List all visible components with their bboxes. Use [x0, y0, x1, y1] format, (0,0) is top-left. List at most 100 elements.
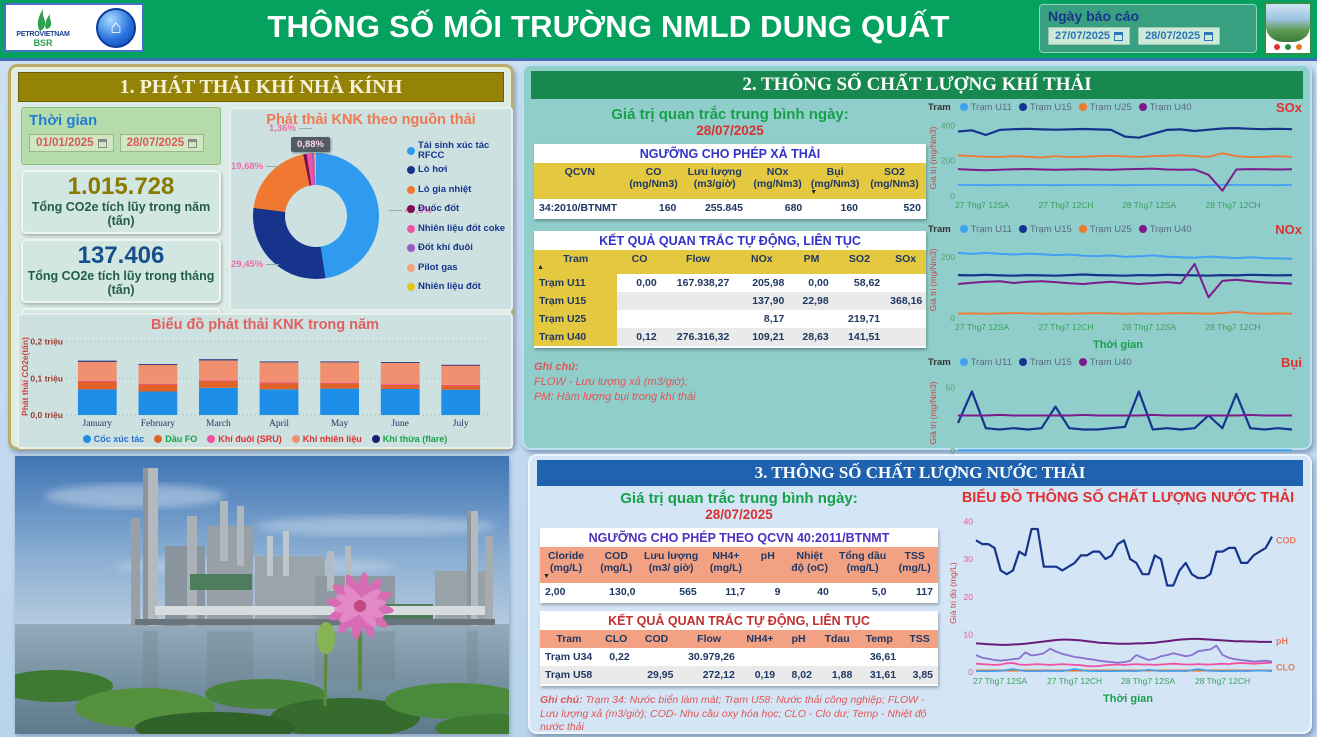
legend-item[interactable]: Lò gia nhiệt — [407, 180, 511, 200]
column-header[interactable]: CO (mg/Nm3) — [625, 163, 682, 199]
sort-icon: ▲ — [537, 264, 544, 271]
column-header[interactable]: COD (mg/L) — [592, 547, 641, 583]
legend-item[interactable]: Pilot gas — [407, 258, 511, 278]
svg-text:27 Thg7 12SA: 27 Thg7 12SA — [973, 676, 1028, 686]
panel-air-quality: 2. THÔNG SỐ CHẤT LƯỢNG KHÍ THẢI Giá trị … — [522, 64, 1312, 465]
chart-legend: Tram Trạm U11 Trạm U15 Trạm U25 Trạm U40 NOx — [928, 221, 1308, 237]
home-button[interactable]: ⌂ — [96, 7, 136, 48]
chart-title: NOx — [1275, 221, 1302, 237]
column-header[interactable]: QCVN — [534, 163, 626, 199]
column-header[interactable]: Bụi (mg/Nm3) ▼ — [807, 163, 864, 199]
table-title: NGƯỠNG CHO PHÉP THEO QCVN 40:2011/BTNMT — [588, 531, 890, 545]
refinery-structures — [131, 468, 495, 626]
report-date-to[interactable]: 28/07/2025 — [1138, 27, 1221, 45]
table-row: Trạm U25 8,17 219,71 — [534, 310, 926, 328]
column-header[interactable]: pH — [780, 630, 817, 648]
legend-item[interactable]: Trạm U15 — [1012, 357, 1072, 368]
legend-item[interactable]: Khí nhiên liệu — [291, 434, 362, 444]
column-header[interactable]: SOx — [885, 250, 926, 274]
legend-item[interactable]: Trạm U11 — [953, 357, 1012, 368]
svg-text:10: 10 — [964, 629, 974, 639]
column-header[interactable]: Temp — [857, 630, 902, 648]
page-title: THÔNG SỐ MÔI TRƯỜNG NMLD DUNG QUẤT — [267, 9, 950, 44]
legend-item[interactable]: Nhiên liệu đốt — [407, 278, 511, 298]
legend-item[interactable]: Trạm U25 — [1072, 102, 1132, 113]
legend-item[interactable]: Trạm U11 — [953, 102, 1012, 113]
svg-text:COD: COD — [1276, 535, 1297, 545]
pct-label-rfcc: 47,6% — [389, 205, 432, 216]
knk-year-bar-chart: Biểu đồ phát thải KNK trong năm 0,0 triệ… — [17, 313, 513, 449]
column-header[interactable]: SO2 (mg/Nm3) — [863, 163, 926, 199]
column-header[interactable]: SO2 — [833, 250, 886, 274]
donut-hole — [285, 185, 347, 247]
legend-item[interactable]: Trạm U40 — [1132, 102, 1192, 113]
svg-text:20: 20 — [964, 592, 974, 602]
legend-item[interactable]: Lò hơi — [407, 161, 511, 181]
column-header[interactable]: Flow — [678, 630, 740, 648]
column-header[interactable]: NOx (mg/Nm3) — [747, 163, 808, 199]
legend-item[interactable]: Khí đuôi (SRU) — [207, 434, 282, 444]
svg-text:Giá trị (mg/Nm3): Giá trị (mg/Nm3) — [928, 248, 938, 311]
svg-text:28 Thg7 12CH: 28 Thg7 12CH — [1195, 676, 1250, 686]
legend-item[interactable]: Trạm U15 — [1012, 224, 1072, 235]
table-title: NGƯỠNG CHO PHÉP XẢ THẢI — [639, 147, 821, 161]
filter-date-to[interactable]: 28/07/2025 — [119, 134, 205, 152]
column-header[interactable]: Tram ▲ — [534, 250, 618, 274]
filter-date-from[interactable]: 01/01/2025 — [29, 134, 114, 152]
table-row: Trạm U11 0,00 167.938,27 205,98 0,00 58,62 — [534, 274, 926, 292]
legend-item[interactable]: Trạm U15 — [1012, 102, 1072, 113]
column-header[interactable]: Tổng dầu (mg/L) — [833, 547, 892, 583]
legend-item[interactable]: Trạm U11 — [953, 224, 1012, 235]
calendar-icon — [1114, 31, 1124, 41]
legend-item[interactable]: Trạm U40 — [1132, 224, 1192, 235]
legend-item[interactable]: Dầu FO — [154, 434, 197, 444]
column-header[interactable]: NOx — [734, 250, 790, 274]
column-header[interactable]: Tdau — [816, 630, 858, 648]
legend-item[interactable]: Đuốc đốt — [407, 200, 511, 220]
svg-text:200: 200 — [941, 252, 955, 262]
table-title: KẾT QUẢ QUAN TRẮC TỰ ĐỘNG, LIÊN TỤC — [599, 234, 861, 248]
legend-item[interactable]: Đốt khí đuôi — [407, 239, 511, 259]
avg-day-label: Giá trị quan trắc trung bình ngày: — [620, 490, 858, 507]
column-header[interactable]: TSS (mg/L) — [891, 547, 938, 583]
calendar-icon — [1204, 31, 1214, 41]
legend-item[interactable]: Khí thừa (flare) — [371, 434, 447, 444]
column-header[interactable]: Cloride (mg/L) ▼ — [540, 547, 593, 583]
column-header[interactable]: TSS — [901, 630, 938, 648]
column-header[interactable]: Tram — [540, 630, 598, 648]
svg-text:30: 30 — [964, 554, 974, 564]
svg-text:February: February — [141, 419, 176, 429]
column-header[interactable]: COD — [634, 630, 679, 648]
column-header[interactable]: CLO — [597, 630, 635, 648]
sort-icon: ▼ — [543, 573, 550, 580]
bar-plot: 0,0 triệu 0,1 triệu 0,2 triệu January Februa… — [20, 337, 491, 429]
bsr-emblem — [1264, 2, 1312, 55]
column-header[interactable]: Lưu lượng (m3/ giờ) — [640, 547, 702, 583]
legend-item[interactable]: Trạm U25 — [1072, 224, 1132, 235]
svg-text:28 Thg7 12CH: 28 Thg7 12CH — [1206, 200, 1261, 210]
legend-item[interactable]: Cốc xúc tác — [82, 434, 144, 444]
petrovietnam-logo-text: PETROVIETNAM BSR — [12, 8, 74, 47]
column-header[interactable]: NH4+ (mg/L) — [701, 547, 751, 583]
svg-text:200: 200 — [941, 156, 955, 166]
donut-legend: Tái sinh xúc tác RFCC Lò hơi Lò gia nhiệt Đ… — [407, 140, 511, 298]
legend-item[interactable]: Trạm U40 — [1072, 357, 1132, 368]
column-header[interactable]: NH4+ — [739, 630, 781, 648]
svg-text:0,1 triệu: 0,1 triệu — [30, 373, 63, 383]
table-row: 34:2010/BTNMT 160 255.845 680 160 520 — [539, 202, 921, 214]
water-line-chart: 0 10 20 30 40 27 Thg7 12SA 27 Thg7 12CH 28 Thg7… — [948, 508, 1308, 706]
column-header[interactable]: Flow — [661, 250, 735, 274]
column-header[interactable]: Lưu lượng (m3/giờ) — [681, 163, 748, 199]
column-header[interactable]: Nhiệt độ (oC) — [785, 547, 834, 583]
legend-item[interactable]: Nhiên liệu đốt coke — [407, 219, 511, 239]
column-header[interactable]: PM — [789, 250, 834, 274]
legend-item[interactable]: Tái sinh xúc tác RFCC — [407, 140, 511, 161]
svg-text:28 Thg7 12SA: 28 Thg7 12SA — [1122, 200, 1177, 210]
wastewater-limit-table: NGƯỠNG CHO PHÉP THEO QCVN 40:2011/BTNMT C… — [540, 528, 938, 603]
petrovietnam-flame-icon — [37, 8, 52, 31]
column-header[interactable]: pH — [750, 547, 786, 583]
air-notes: Ghi chú: FLOW - Lưu lượng xả (m3/giờ); P… — [534, 361, 696, 403]
column-header[interactable]: CO — [617, 250, 662, 274]
report-date-from[interactable]: 27/07/2025 — [1048, 27, 1131, 45]
